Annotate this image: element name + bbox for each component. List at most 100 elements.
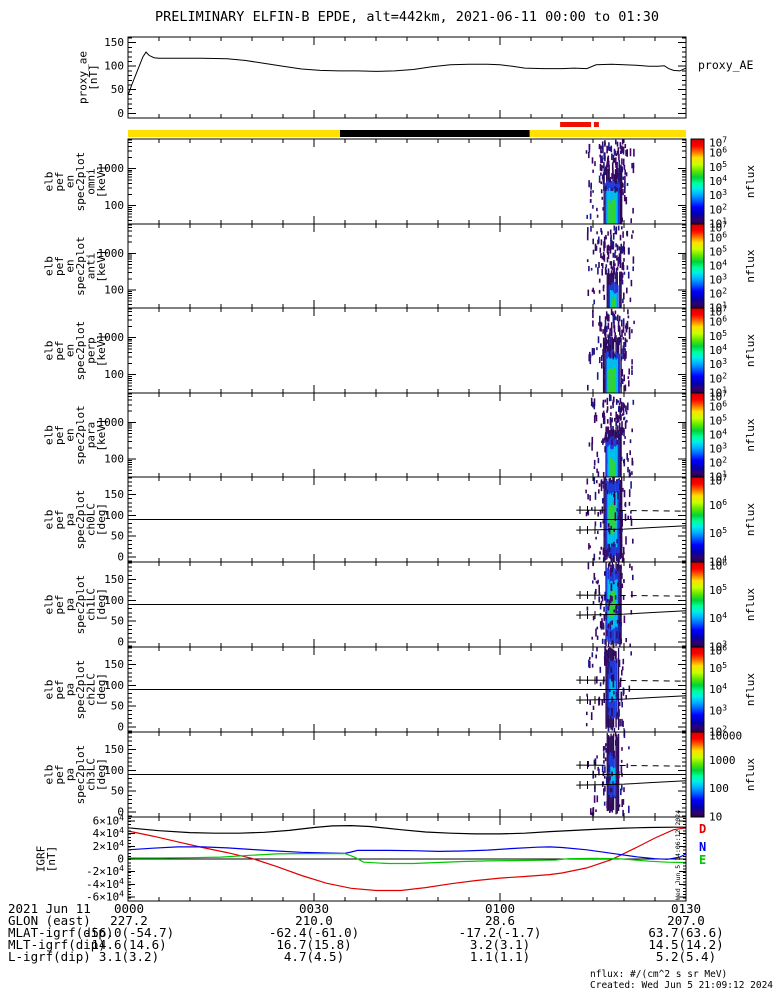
panel-ylabel: pa [63, 683, 76, 696]
created-timestamp: Created: Wed Jun 5 21:09:12 2024 [590, 980, 774, 991]
svg-text:1000: 1000 [98, 247, 125, 260]
colorbar-tick: 104 [709, 682, 727, 696]
panel-ylabel: elb [42, 425, 55, 445]
colorbar-tick: 105 [709, 583, 727, 597]
svg-text:100: 100 [104, 764, 124, 777]
svg-text:0: 0 [117, 551, 124, 564]
panel-ylabel: pef [53, 341, 66, 361]
svg-text:0: 0 [117, 806, 124, 819]
colorbar-tick: 105 [709, 526, 727, 540]
date-label: 2021 Jun 11 [8, 901, 91, 916]
panel-ylabel: ch0LC [84, 503, 97, 536]
panel-ylabel: pef [53, 765, 66, 785]
colorbar-label: nflux [744, 758, 757, 791]
lshell-value: 5.2(5.4) [655, 949, 717, 964]
colorbar-tick: 10000 [709, 730, 742, 743]
colorbar-tick: 104 [709, 259, 727, 273]
svg-text:100: 100 [104, 199, 124, 212]
colorbar-tick: 106 [709, 400, 727, 414]
colorbar-tick: 103 [709, 357, 727, 371]
colorbar-tick: 106 [709, 559, 727, 573]
panel-ylabel: para [84, 422, 97, 449]
svg-text:50: 50 [111, 785, 124, 798]
svg-text:100: 100 [104, 60, 124, 73]
time-tick: 0000 [113, 901, 145, 916]
axis-row-mlt: MLT-igrf(dip) 14.6(14.6) 16.7(15.8) 3.2(… [0, 937, 775, 952]
panel-ylabel: [nT] [87, 64, 100, 91]
colorbar-tick: 106 [709, 644, 727, 658]
units-note: nflux: #/(cm^2 s sr MeV) [590, 969, 728, 980]
colorbar-label: nflux [744, 334, 757, 367]
colorbar-tick: 105 [709, 414, 727, 428]
svg-text:6×104: 6×104 [93, 813, 125, 827]
panel-ylabel: spec2plot [74, 152, 87, 212]
svg-text:-6×104: -6×104 [86, 890, 124, 904]
panel-ylabel: pa [63, 598, 76, 611]
glon-value: 227.2 [110, 913, 148, 928]
panel-ylabel: en [63, 175, 76, 188]
mlt-label: MLT-igrf(dip) [8, 937, 106, 952]
svg-text:1000: 1000 [98, 416, 125, 429]
colorbar [690, 646, 705, 733]
svg-text:100: 100 [104, 679, 124, 692]
colorbar [690, 223, 705, 309]
axis-row-mlat: MLAT-igrf(dip) -56.0(-54.7) -62.4(-61.0)… [0, 925, 775, 940]
panel-ylabel: perp [84, 337, 97, 364]
panel-ylabel: en [63, 428, 76, 441]
panel-ylabel: en [63, 259, 76, 272]
panel-ylabel: en [63, 344, 76, 357]
svg-text:4×104: 4×104 [93, 826, 125, 840]
status-bar-segment [128, 130, 340, 137]
colorbar-tick: 102 [709, 287, 727, 301]
colorbar [690, 392, 705, 478]
mlat-value: -17.2(-1.7) [458, 925, 542, 940]
colorbar-label: nflux [744, 588, 757, 621]
colorbar-tick: 106 [709, 315, 727, 329]
colorbar-tick: 10 [709, 811, 722, 824]
colorbar-label: nflux [744, 503, 757, 536]
svg-text:50: 50 [111, 83, 124, 96]
colorbar-tick: 1000 [709, 754, 736, 767]
mlat-label: MLAT-igrf(dip) [8, 925, 114, 940]
status-bar-segment [529, 130, 686, 137]
colorbar-tick: 102 [709, 456, 727, 470]
colorbar-tick: 105 [709, 329, 727, 343]
lshell-value: 1.1(1.1) [469, 949, 531, 964]
panel-ylabel: spec2plot [74, 490, 87, 550]
colorbar-tick: 102 [709, 371, 727, 385]
colorbar-tick: 106 [709, 146, 727, 160]
svg-text:150: 150 [104, 743, 124, 756]
panel-ylabel: pef [53, 510, 66, 530]
svg-text:1000: 1000 [98, 331, 125, 344]
igrf-legend-e: E [699, 853, 707, 867]
mlt-value: 14.5(14.2) [648, 937, 724, 952]
colorbar-tick: 102 [709, 202, 727, 216]
panel-ylabel: elb [42, 341, 55, 361]
svg-text:-4×104: -4×104 [86, 877, 124, 891]
colorbar-label: nflux [744, 165, 757, 198]
svg-text:0: 0 [117, 721, 124, 734]
colorbar-label: nflux [744, 418, 757, 451]
panel-ylabel: pa [63, 768, 76, 781]
colorbar [690, 138, 705, 225]
panel-ylabel: pef [53, 425, 66, 445]
igrf-legend-n: N [699, 840, 707, 854]
time-tick: 0130 [670, 901, 702, 916]
panel-ylabel: pef [53, 595, 66, 615]
svg-text:100: 100 [104, 283, 124, 296]
proxy-ae-right-label: proxy_AE [698, 58, 754, 72]
panel-ylabel: spec2plot [74, 575, 87, 635]
svg-text:100: 100 [104, 368, 124, 381]
panel-ylabel: [keV] [95, 418, 108, 451]
mlt-value: 3.2(3.1) [469, 937, 531, 952]
colorbar-tick: 103 [709, 703, 727, 717]
svg-text:150: 150 [104, 36, 124, 49]
axis-row-glon: GLON (east) 227.2 210.0 28.6 207.0 [0, 913, 775, 928]
colorbar-tick: 106 [709, 498, 727, 512]
panel-ylabel: [keV] [95, 249, 108, 282]
colorbar-tick: 104 [709, 343, 727, 357]
svg-text:50: 50 [111, 700, 124, 713]
panel-ylabel: pef [53, 680, 66, 700]
